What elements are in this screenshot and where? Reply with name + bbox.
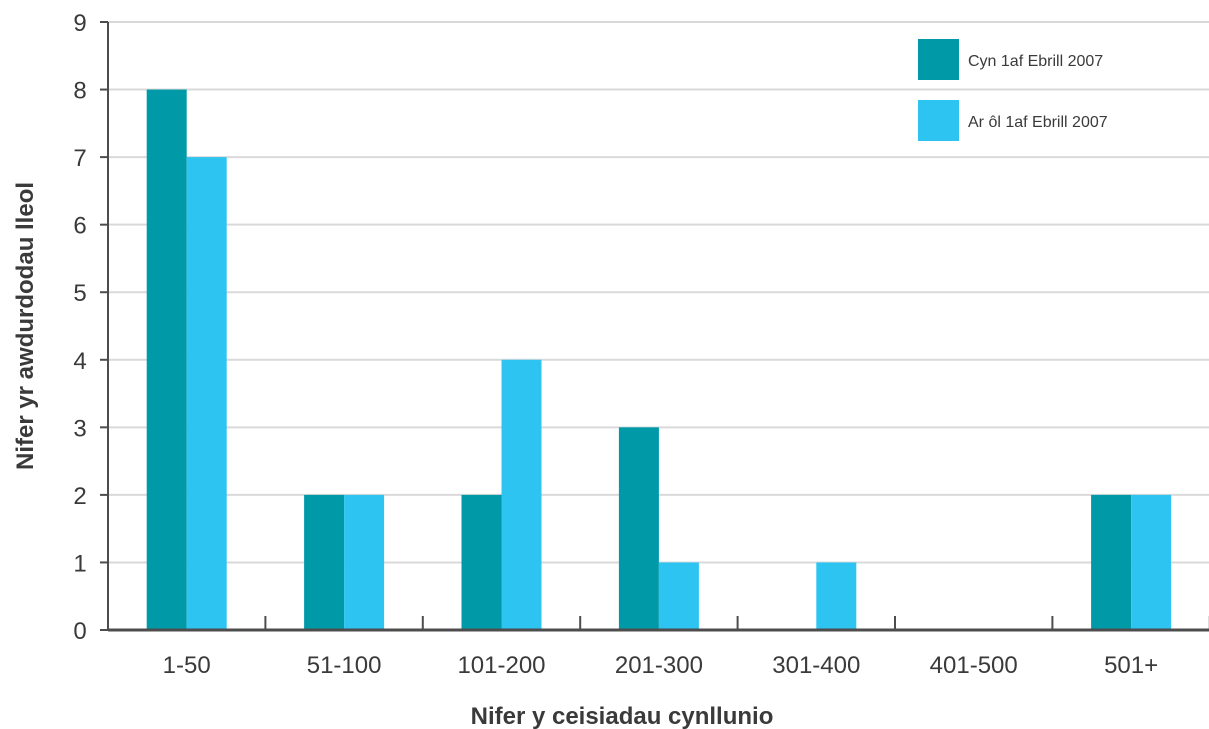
bar-before-51-100	[304, 494, 345, 630]
bar-after-301-400	[816, 562, 857, 630]
axes-group	[100, 21, 1209, 632]
x-tick-label: 1-50	[163, 652, 211, 679]
y-tick-label: 0	[73, 618, 86, 645]
x-tick-label: 201-300	[615, 652, 703, 679]
legend-swatch-after	[918, 100, 959, 141]
y-tick-label: 3	[73, 415, 86, 442]
legend: Cyn 1af Ebrill 2007 Ar ôl 1af Ebrill 2007	[918, 39, 1108, 141]
bars-group	[146, 89, 1172, 631]
x-tick-label: 501+	[1104, 652, 1158, 679]
bar-before-501+	[1091, 494, 1132, 630]
y-tick-label: 7	[73, 145, 86, 172]
legend-label-before: Cyn 1af Ebrill 2007	[968, 53, 1103, 70]
y-tick-label: 6	[73, 213, 86, 240]
y-tick-label: 4	[73, 348, 86, 375]
legend-label-after: Ar ôl 1af Ebrill 2007	[968, 114, 1108, 131]
legend-swatch-before	[918, 39, 959, 80]
y-tick-label: 1	[73, 550, 86, 577]
x-tick-label: 301-400	[772, 652, 860, 679]
y-tick-label: 2	[73, 483, 86, 510]
gridlines	[108, 21, 1209, 564]
x-tick-labels: 1-50 51-100 101-200 201-300 301-400 401-500 50…	[163, 652, 1158, 679]
bar-before-101-200	[461, 494, 502, 630]
bar-after-501+	[1131, 494, 1172, 630]
y-tick-label: 5	[73, 280, 86, 307]
x-tick-label: 401-500	[930, 652, 1018, 679]
bar-after-1-50	[186, 157, 227, 630]
bar-before-1-50	[146, 89, 187, 631]
bar-before-201-300	[618, 427, 659, 630]
y-tick-labels: 0 1 2 3 4 5 6 7 8 9	[73, 10, 86, 645]
x-axis-title: Nifer y ceisiadau cynllunio	[471, 703, 774, 729]
bar-after-101-200	[501, 359, 542, 630]
x-tick-label: 51-100	[307, 652, 382, 679]
bar-after-201-300	[658, 562, 699, 630]
y-tick-label: 9	[73, 10, 86, 37]
y-tick-label: 8	[73, 78, 86, 105]
y-axis-title: Nifer yr awdurdodau lleol	[12, 182, 39, 470]
bar-after-51-100	[344, 494, 385, 630]
x-tick-label: 101-200	[457, 652, 545, 679]
